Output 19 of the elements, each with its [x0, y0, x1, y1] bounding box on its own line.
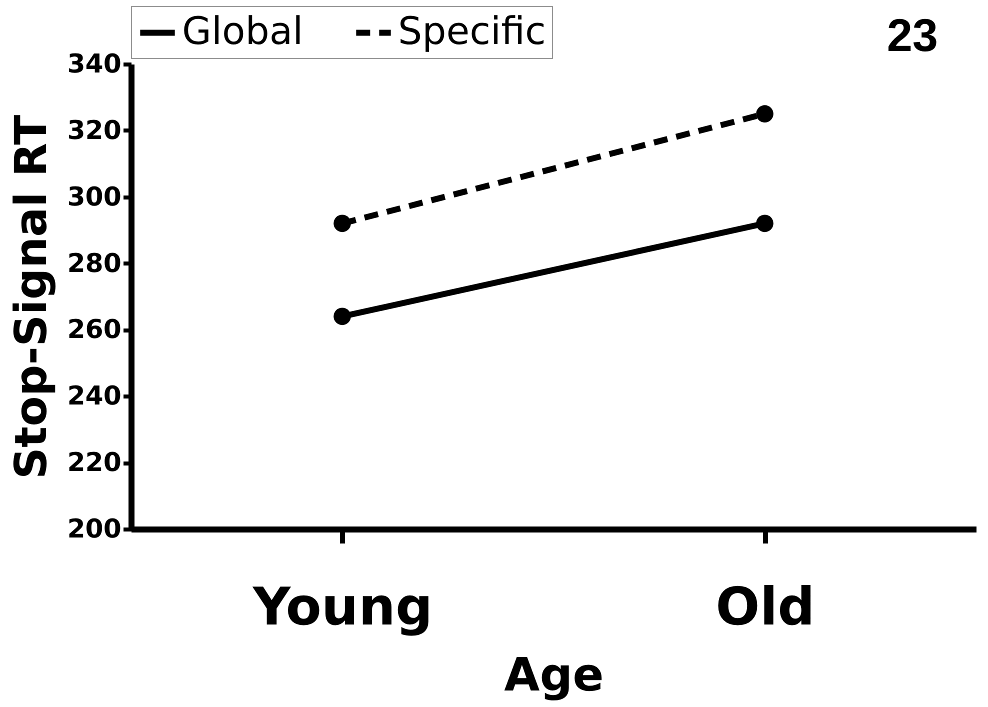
point [756, 214, 774, 232]
legend-label: Specific [398, 8, 546, 53]
x-tick-label: Young [252, 578, 433, 638]
y-tick-label: 280 [67, 248, 122, 279]
y-tick-label: 340 [67, 50, 122, 80]
x-tick-label: Old [716, 578, 815, 638]
y-tick-label: 260 [67, 315, 122, 346]
point [756, 105, 774, 122]
x-axis-title: Age [504, 648, 604, 702]
y-axis-title: Stop-Signal RT [6, 114, 58, 480]
legend-label: Global [182, 8, 304, 53]
y-tick-label: 300 [67, 182, 122, 212]
y-tick-label: 320 [67, 116, 122, 146]
point [334, 308, 351, 326]
y-tick-label: 220 [67, 448, 122, 478]
point [334, 214, 351, 232]
y-tick-label: 240 [67, 382, 122, 412]
text: 23 [886, 8, 938, 62]
y-tick-label: 200 [67, 514, 122, 544]
